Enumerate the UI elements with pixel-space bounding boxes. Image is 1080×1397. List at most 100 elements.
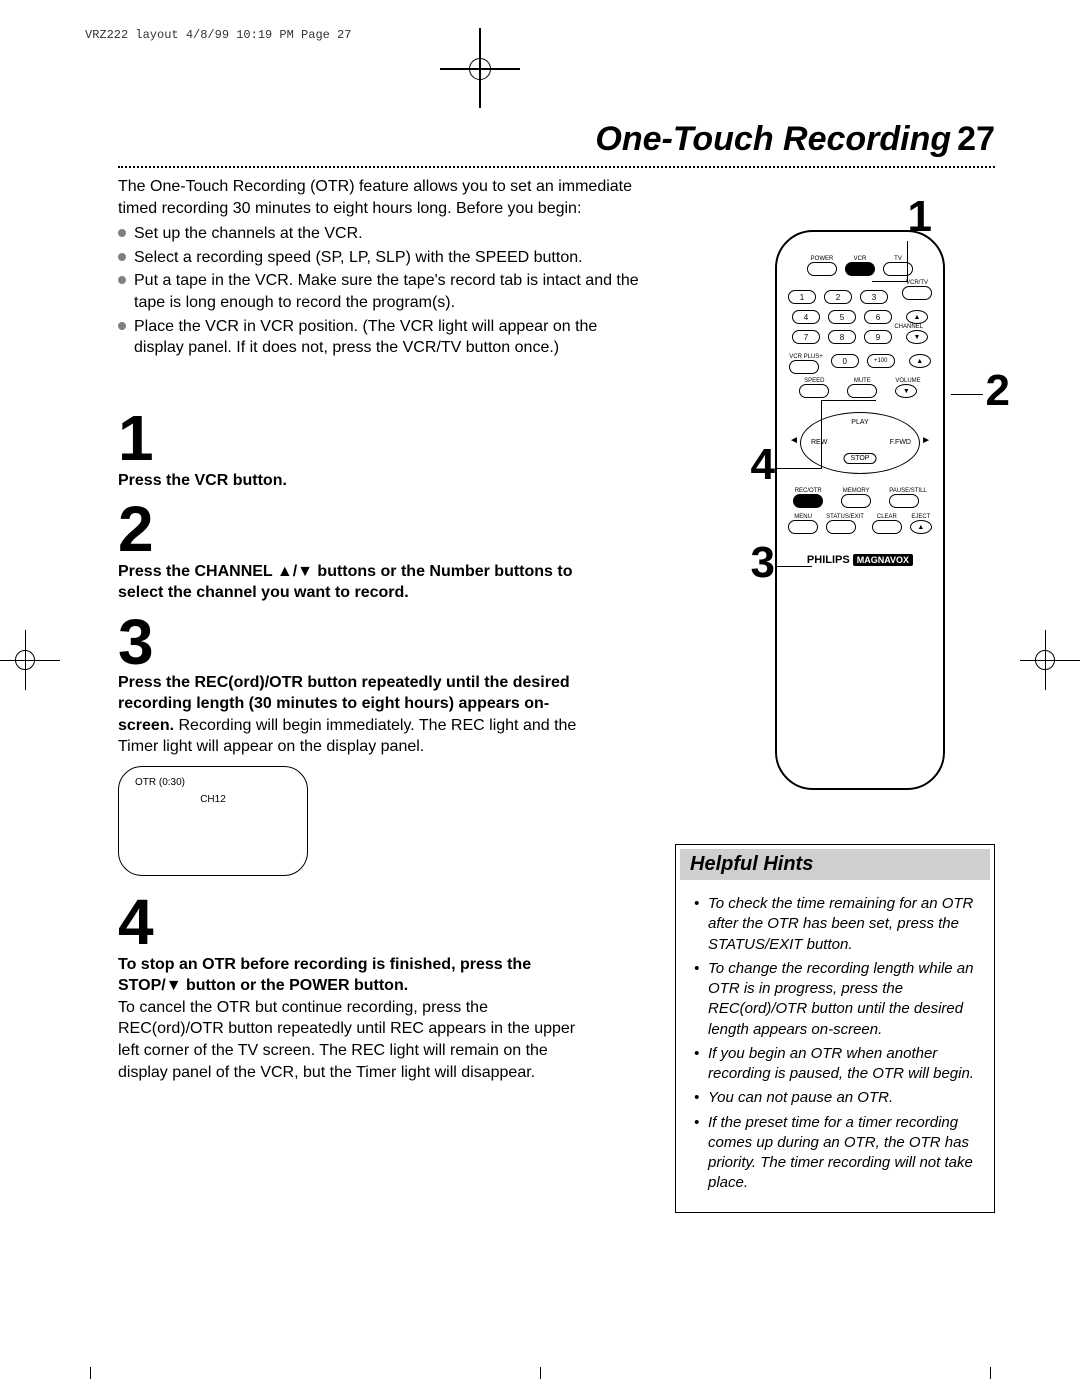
num-button: 0 xyxy=(831,354,859,368)
hint-item: If you begin an OTR when another recordi… xyxy=(694,1044,976,1085)
page-title: One-Touch Recording27 xyxy=(595,120,995,159)
steps-block: 1 Press the VCR button. 2 Press the CHAN… xyxy=(118,400,578,1083)
intro-bullet: Put a tape in the VCR. Make sure the tap… xyxy=(118,270,648,313)
step-number: 3 xyxy=(118,614,578,672)
step-body: To cancel the OTR but continue recording… xyxy=(118,997,578,1083)
num-button: 4 xyxy=(792,310,820,324)
intro-bullet: Select a recording speed (SP, LP, SLP) w… xyxy=(118,247,648,269)
num-button: 5 xyxy=(828,310,856,324)
registration-mark-top xyxy=(470,28,490,48)
callout-line xyxy=(822,400,876,401)
num-button: +100 xyxy=(867,354,895,368)
registration-mark-right xyxy=(1020,650,1080,670)
hint-item: If the preset time for a timer recording… xyxy=(694,1113,976,1194)
tv-line1: OTR (0:30) xyxy=(135,777,291,788)
btn-label: SPEED xyxy=(799,378,829,384)
callout-1: 1 xyxy=(908,192,932,242)
callout-line xyxy=(951,394,983,395)
brand-magnavox: MAGNAVOX xyxy=(853,554,913,566)
bottom-ticks xyxy=(0,1367,1080,1379)
callout-line xyxy=(821,400,822,468)
btn-label: MENU xyxy=(788,514,818,520)
ffwd-label: F.FWD xyxy=(890,439,911,446)
clear-button xyxy=(872,520,902,534)
tv-line2: CH12 xyxy=(135,794,291,805)
power-button xyxy=(807,262,837,276)
step-number: 4 xyxy=(118,894,578,952)
step-number: 2 xyxy=(118,501,578,559)
transport-ring: PLAY REW F.FWD STOP xyxy=(800,412,920,474)
num-button: 2 xyxy=(824,290,852,304)
intro-bullet: Place the VCR in VCR position. (The VCR … xyxy=(118,316,648,359)
btn-label: TV xyxy=(883,256,913,262)
btn-label: CLEAR xyxy=(872,514,902,520)
btn-label: STATUS/EXIT xyxy=(826,514,864,520)
brand-label: PHILIPSMAGNAVOX xyxy=(787,554,933,566)
callout-line xyxy=(776,468,822,469)
btn-label: VCR xyxy=(845,256,875,262)
btn-label: POWER xyxy=(807,256,837,262)
hints-title: Helpful Hints xyxy=(680,849,990,880)
registration-mark-left xyxy=(0,650,60,670)
hint-item: You can not pause an OTR. xyxy=(694,1088,976,1108)
num-button: 1 xyxy=(788,290,816,304)
hints-list: To check the time remaining for an OTR a… xyxy=(676,884,994,1194)
btn-label: VOLUME xyxy=(895,378,920,384)
title-text: One-Touch Recording xyxy=(595,120,951,158)
tv-screen-diagram: OTR (0:30) CH12 xyxy=(118,766,308,876)
callout-4: 4 xyxy=(751,440,775,490)
num-button: 8 xyxy=(828,330,856,344)
page-number: 27 xyxy=(957,120,995,158)
step-head: To stop an OTR before recording is finis… xyxy=(118,954,578,997)
vcr-tv-button xyxy=(902,286,932,300)
play-label: PLAY xyxy=(851,419,868,426)
btn-label: PAUSE/STILL xyxy=(889,488,927,494)
intro-text: The One-Touch Recording (OTR) feature al… xyxy=(118,176,648,219)
intro-list: Set up the channels at the VCR. Select a… xyxy=(118,223,648,359)
step-number: 1 xyxy=(118,410,578,468)
header-meta: VRZ222 layout 4/8/99 10:19 PM Page 27 xyxy=(85,28,351,42)
intro-bullet: Set up the channels at the VCR. xyxy=(118,223,648,245)
num-button: 3 xyxy=(860,290,888,304)
channel-down-button: ▼ xyxy=(906,330,928,344)
btn-label: MEMORY xyxy=(841,488,871,494)
intro-block: The One-Touch Recording (OTR) feature al… xyxy=(118,176,648,359)
num-button: 6 xyxy=(864,310,892,324)
volume-down-button: ▼ xyxy=(895,384,917,398)
callout-line xyxy=(872,281,908,282)
remote-body: POWER VCR TV 1 2 3 VCR/TV 4 5 6 xyxy=(775,230,945,790)
channel-up-button: ▲ xyxy=(906,310,928,324)
rew-label: REW xyxy=(811,439,827,446)
hint-item: To check the time remaining for an OTR a… xyxy=(694,894,976,955)
stop-button: STOP xyxy=(844,453,877,464)
step-body: Recording will begin immediately. The RE… xyxy=(118,717,576,756)
step-head: Press the VCR button. xyxy=(118,470,578,492)
vcrplus-button xyxy=(789,360,819,374)
mute-button xyxy=(847,384,877,398)
memory-button xyxy=(841,494,871,508)
callout-line xyxy=(907,241,908,281)
remote-diagram: POWER VCR TV 1 2 3 VCR/TV 4 5 6 xyxy=(775,230,955,790)
volume-up-button: ▲ xyxy=(909,354,931,368)
vcr-button xyxy=(845,262,875,276)
callout-line xyxy=(776,566,812,567)
tv-button xyxy=(883,262,913,276)
callout-3: 3 xyxy=(751,538,775,588)
speed-button xyxy=(799,384,829,398)
status-exit-button xyxy=(826,520,856,534)
btn-label: VCR PLUS+ xyxy=(789,354,823,360)
btn-label: MUTE xyxy=(847,378,877,384)
hint-item: To change the recording length while an … xyxy=(694,959,976,1040)
callout-2: 2 xyxy=(986,366,1010,416)
eject-button: ▲ xyxy=(910,520,932,534)
btn-label: EJECT xyxy=(910,514,932,520)
pause-button xyxy=(889,494,919,508)
helpful-hints-box: Helpful Hints To check the time remainin… xyxy=(675,844,995,1213)
btn-label: REC/OTR xyxy=(793,488,823,494)
brand-philips: PHILIPS xyxy=(807,554,850,566)
menu-button xyxy=(788,520,818,534)
rec-otr-button xyxy=(793,494,823,508)
num-button: 9 xyxy=(864,330,892,344)
num-button: 7 xyxy=(792,330,820,344)
step-content: Press the REC(ord)/OTR button repeatedly… xyxy=(118,672,578,758)
